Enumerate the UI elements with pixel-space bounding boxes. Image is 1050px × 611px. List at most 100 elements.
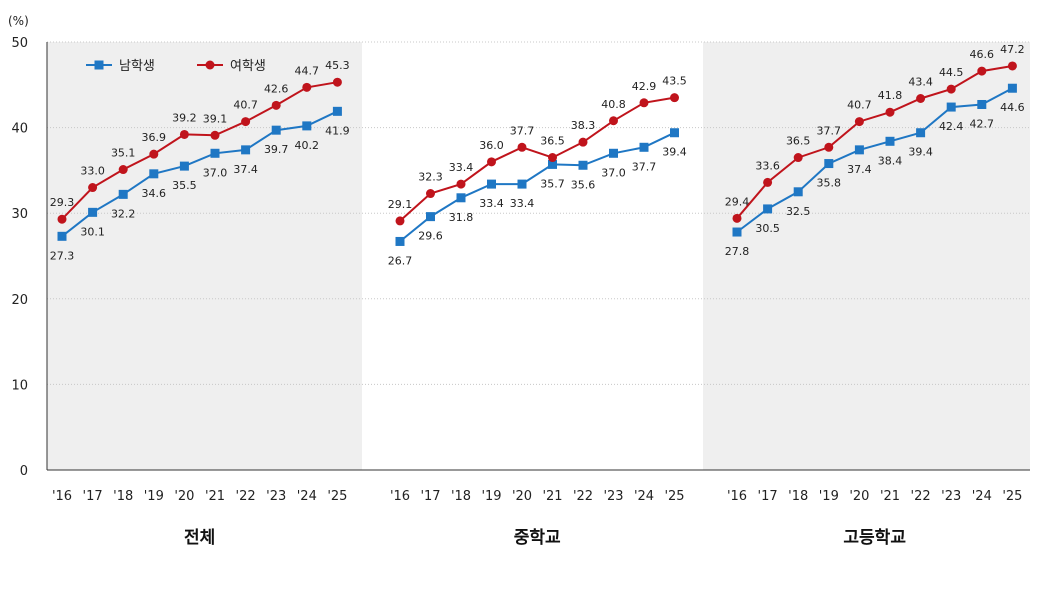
data-point bbox=[916, 128, 926, 138]
data-label: 29.1 bbox=[388, 198, 413, 211]
data-label: 33.4 bbox=[479, 197, 504, 210]
x-tick-label: '20 bbox=[174, 489, 194, 504]
x-tick-label: '23 bbox=[266, 489, 286, 504]
y-tick-label: 20 bbox=[11, 293, 28, 308]
x-tick-label: '25 bbox=[664, 489, 684, 504]
data-label: 26.7 bbox=[388, 254, 413, 267]
data-point bbox=[977, 99, 987, 109]
group-background bbox=[47, 42, 362, 470]
x-tick-label: '16 bbox=[390, 489, 410, 504]
x-tick-label: '25 bbox=[1002, 489, 1022, 504]
data-point bbox=[578, 160, 588, 170]
data-point bbox=[609, 148, 618, 158]
data-label: 34.6 bbox=[142, 187, 167, 200]
series-line bbox=[61, 81, 338, 220]
x-tick-label: '20 bbox=[512, 489, 532, 504]
data-label: 37.7 bbox=[510, 124, 535, 137]
x-tick-label: '21 bbox=[880, 489, 900, 504]
group-label: 중학교 bbox=[514, 528, 561, 548]
data-label: 37.7 bbox=[817, 124, 842, 137]
legend-marker bbox=[94, 60, 104, 70]
data-point bbox=[118, 189, 128, 199]
data-label: 42.7 bbox=[970, 117, 995, 130]
data-point bbox=[456, 179, 466, 189]
data-label: 41.8 bbox=[878, 89, 903, 102]
data-point bbox=[548, 159, 557, 169]
gridlines bbox=[47, 41, 1030, 385]
data-label: 43.5 bbox=[662, 75, 687, 88]
data-label: 44.5 bbox=[939, 66, 964, 79]
data-label: 37.4 bbox=[233, 163, 258, 176]
data-point bbox=[179, 161, 189, 171]
x-tick-label: '20 bbox=[849, 489, 869, 504]
y-tick-label: 10 bbox=[11, 378, 28, 393]
data-point bbox=[639, 98, 649, 108]
x-tick-label: '19 bbox=[819, 489, 839, 504]
data-label: 29.6 bbox=[418, 230, 443, 243]
series bbox=[57, 61, 1017, 246]
x-tick-label: '22 bbox=[573, 489, 593, 504]
x-tick-label: '21 bbox=[542, 489, 562, 504]
data-label: 35.8 bbox=[817, 177, 842, 190]
x-tick-label: '17 bbox=[420, 489, 440, 504]
group-background bbox=[703, 42, 1030, 470]
data-label: 39.4 bbox=[662, 146, 687, 159]
data-label: 33.4 bbox=[510, 197, 535, 210]
group-label: 고등학교 bbox=[843, 528, 906, 548]
data-label: 33.4 bbox=[449, 161, 474, 174]
data-label: 31.8 bbox=[449, 211, 474, 224]
data-label: 46.6 bbox=[970, 48, 995, 61]
data-label: 40.7 bbox=[233, 99, 258, 112]
legend-label: 남학생 bbox=[119, 59, 155, 74]
x-tick-label: '25 bbox=[327, 489, 347, 504]
data-point bbox=[793, 153, 803, 163]
data-label: 37.0 bbox=[601, 166, 626, 179]
data-point bbox=[302, 82, 312, 92]
data-point bbox=[332, 106, 342, 116]
data-label: 36.5 bbox=[786, 135, 811, 148]
data-label: 47.2 bbox=[1000, 43, 1025, 56]
data-point bbox=[271, 125, 281, 135]
data-label: 30.5 bbox=[755, 222, 780, 235]
data-label: 36.9 bbox=[142, 131, 167, 144]
data-label: 35.7 bbox=[540, 177, 565, 190]
data-point bbox=[824, 159, 834, 169]
data-label: 42.4 bbox=[939, 120, 964, 133]
data-point bbox=[670, 128, 679, 138]
data-label: 40.2 bbox=[295, 139, 320, 152]
x-tick-label: '18 bbox=[113, 489, 133, 504]
data-point bbox=[916, 93, 926, 103]
data-label: 35.6 bbox=[571, 178, 596, 191]
axes: (%) 0 10 20 30 40 50 '16 '17 '18 '19 '20 '21 '22 '23 '… bbox=[8, 14, 1030, 548]
x-tick-label: '19 bbox=[144, 489, 164, 504]
legend-marker bbox=[205, 60, 215, 70]
data-point bbox=[763, 204, 773, 214]
data-point bbox=[732, 227, 742, 237]
data-point bbox=[824, 142, 834, 152]
data-label: 39.1 bbox=[203, 112, 228, 125]
data-label: 38.4 bbox=[878, 154, 903, 167]
data-label: 38.3 bbox=[571, 119, 596, 132]
x-tick-label: '16 bbox=[52, 489, 72, 504]
data-point bbox=[426, 212, 435, 222]
data-label: 36.5 bbox=[540, 135, 565, 148]
x-tick-label: '22 bbox=[236, 489, 256, 504]
y-tick-label: 0 bbox=[20, 464, 28, 479]
data-point bbox=[578, 137, 588, 147]
data-label: 37.7 bbox=[632, 160, 657, 173]
data-point bbox=[271, 100, 281, 110]
data-label: 27.3 bbox=[50, 249, 75, 262]
group-label: 전체 bbox=[184, 528, 215, 548]
data-label: 32.3 bbox=[418, 171, 443, 184]
data-label: 39.4 bbox=[908, 146, 933, 159]
data-point bbox=[885, 107, 895, 117]
data-point bbox=[732, 213, 742, 223]
data-point bbox=[57, 231, 67, 241]
y-tick-label: 30 bbox=[11, 207, 28, 222]
series-line bbox=[399, 96, 675, 222]
data-point bbox=[149, 149, 159, 159]
data-label: 35.5 bbox=[172, 179, 197, 192]
data-point bbox=[946, 102, 956, 112]
data-point bbox=[302, 121, 312, 131]
